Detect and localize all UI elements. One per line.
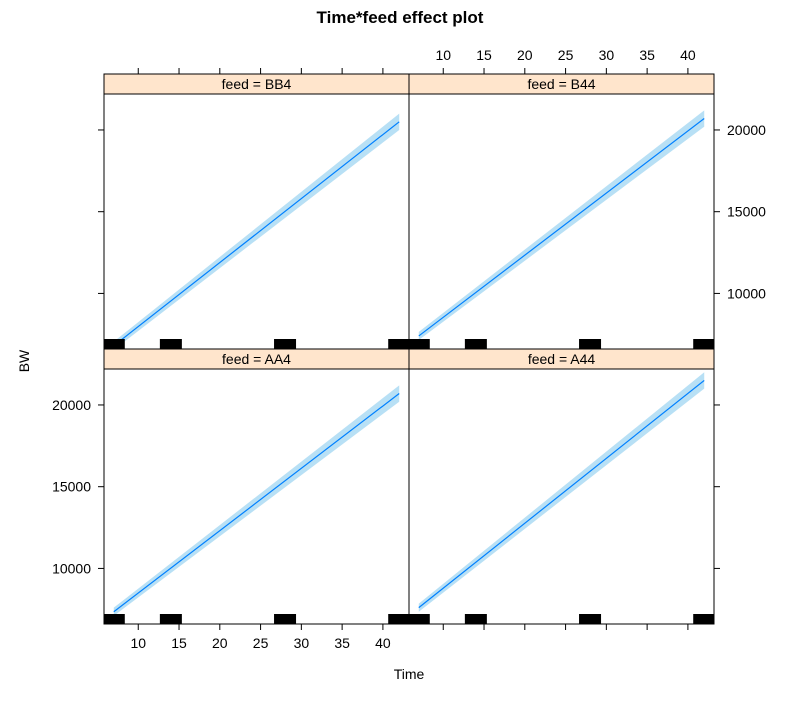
rug-mark — [388, 339, 409, 349]
panel-1: feed = B44 — [408, 73, 715, 350]
rug-mark — [464, 339, 487, 349]
rug-mark — [409, 614, 430, 624]
fit-line — [113, 121, 400, 347]
x-tick-label: 35 — [334, 635, 350, 651]
confidence-band — [113, 113, 400, 350]
x-tick-label: 40 — [375, 635, 391, 651]
y-tick-label: 15000 — [727, 204, 766, 220]
x-axis-title: Time — [394, 666, 425, 682]
x-tick-label: 30 — [294, 635, 310, 651]
panel-2: feed = AA4 — [103, 348, 410, 625]
x-tick-label: 10 — [130, 635, 146, 651]
rug-mark — [693, 614, 714, 624]
rug-mark — [409, 339, 430, 349]
confidence-band — [113, 385, 400, 616]
rug-mark — [693, 339, 714, 349]
x-tick-label: 15 — [476, 47, 492, 63]
fit-line — [418, 118, 705, 337]
panel-strip-label: feed = BB4 — [222, 76, 292, 92]
panel-0: feed = BB4 — [103, 73, 410, 350]
x-tick-label: 10 — [435, 47, 451, 63]
rug-mark — [159, 614, 182, 624]
rug-mark — [464, 614, 487, 624]
x-tick-label: 20 — [212, 635, 228, 651]
x-tick-label: 30 — [599, 47, 615, 63]
confidence-band — [418, 372, 705, 612]
rug-mark — [104, 339, 125, 349]
x-tick-label: 40 — [680, 47, 696, 63]
confidence-band — [418, 110, 705, 341]
rug-mark — [274, 339, 297, 349]
y-axis-title: BW — [16, 349, 32, 372]
axes: 10 10 15 15 20 20 25 25 30 30 35 35 40 40 10000 15000 20… — [52, 47, 766, 651]
fit-line — [113, 393, 400, 613]
rug-mark — [579, 614, 602, 624]
panel-strip-label: feed = AA4 — [222, 351, 291, 367]
rug-mark — [159, 339, 182, 349]
y-tick-label: 10000 — [727, 285, 766, 301]
y-tick-label: 20000 — [727, 122, 766, 138]
fit-line — [418, 379, 705, 609]
rug-mark — [274, 614, 297, 624]
x-tick-label: 25 — [253, 635, 269, 651]
panel-plot-area — [104, 94, 409, 349]
y-tick-label: 20000 — [52, 397, 91, 413]
y-tick-label: 15000 — [52, 479, 91, 495]
rug-mark — [104, 614, 125, 624]
x-tick-label: 25 — [558, 47, 574, 63]
rug-mark — [388, 614, 409, 624]
panel-3: feed = A44 — [408, 348, 715, 625]
panel-strip-label: feed = A44 — [528, 351, 596, 367]
x-tick-label: 20 — [517, 47, 533, 63]
y-tick-label: 10000 — [52, 560, 91, 576]
panel-border — [408, 368, 715, 625]
chart-title: Time*feed effect plot — [317, 8, 484, 27]
panels: feed = BB4 feed = B44 feed = AA4 feed = A44 — [103, 73, 715, 625]
panel-strip-label: feed = B44 — [527, 76, 595, 92]
x-tick-label: 15 — [171, 635, 187, 651]
rug-mark — [579, 339, 602, 349]
x-tick-label: 35 — [639, 47, 655, 63]
